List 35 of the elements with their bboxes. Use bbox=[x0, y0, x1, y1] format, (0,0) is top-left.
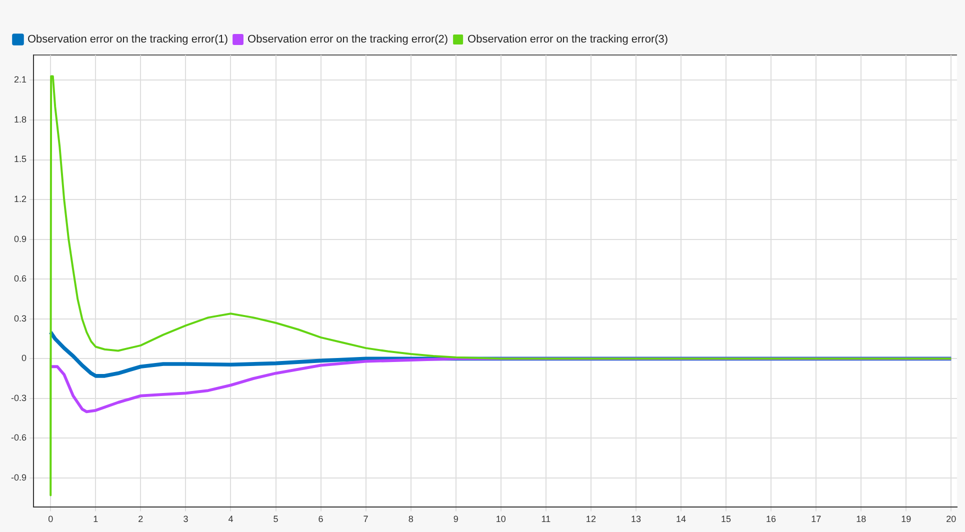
x-tick-label: 4 bbox=[228, 514, 234, 524]
x-tick-label: 12 bbox=[586, 514, 596, 524]
y-tick-label: -0.3 bbox=[10, 392, 27, 403]
x-tick-label: 2 bbox=[138, 514, 144, 524]
x-tick-label: 1 bbox=[93, 514, 98, 524]
y-tick-label: 0 bbox=[21, 353, 27, 364]
x-tick-label: 7 bbox=[363, 514, 368, 524]
y-tick-label: 0.6 bbox=[14, 274, 27, 284]
x-tick-label: 20 bbox=[946, 514, 956, 524]
x-tick-label: 8 bbox=[408, 514, 414, 524]
x-tick-label: 17 bbox=[811, 514, 822, 524]
x-tick-label: 9 bbox=[453, 514, 458, 524]
x-tick-label: 15 bbox=[721, 514, 732, 524]
x-tick-label: 3 bbox=[183, 514, 188, 524]
x-tick-label: 0 bbox=[48, 514, 54, 524]
x-tick-label: 11 bbox=[541, 514, 551, 524]
x-tick-label: 19 bbox=[901, 514, 912, 524]
x-tick-label: 13 bbox=[630, 514, 641, 524]
y-tick-label: 1.8 bbox=[14, 114, 27, 124]
x-tick-label: 16 bbox=[766, 514, 776, 524]
y-tick-label: 0.9 bbox=[14, 234, 27, 244]
legend-label: Observation error on the tracking error(3) bbox=[468, 34, 668, 46]
x-tick-label: 5 bbox=[273, 514, 278, 524]
legend-label: Observation error on the tracking error(1) bbox=[28, 34, 228, 46]
x-tick-label: 10 bbox=[496, 514, 506, 524]
y-tick-label: 2.1 bbox=[14, 74, 27, 85]
y-tick-label: 1.5 bbox=[14, 154, 27, 164]
y-tick-label: 0.3 bbox=[14, 313, 27, 324]
x-tick-label: 14 bbox=[676, 514, 686, 524]
y-tick-label: -0.6 bbox=[10, 432, 27, 443]
x-tick-label: 18 bbox=[856, 514, 866, 524]
legend-label: Observation error on the tracking error(2) bbox=[248, 34, 448, 46]
x-tick-label: 6 bbox=[318, 514, 324, 524]
y-tick-label: -0.9 bbox=[10, 472, 27, 483]
y-tick-label: 1.2 bbox=[14, 194, 27, 204]
